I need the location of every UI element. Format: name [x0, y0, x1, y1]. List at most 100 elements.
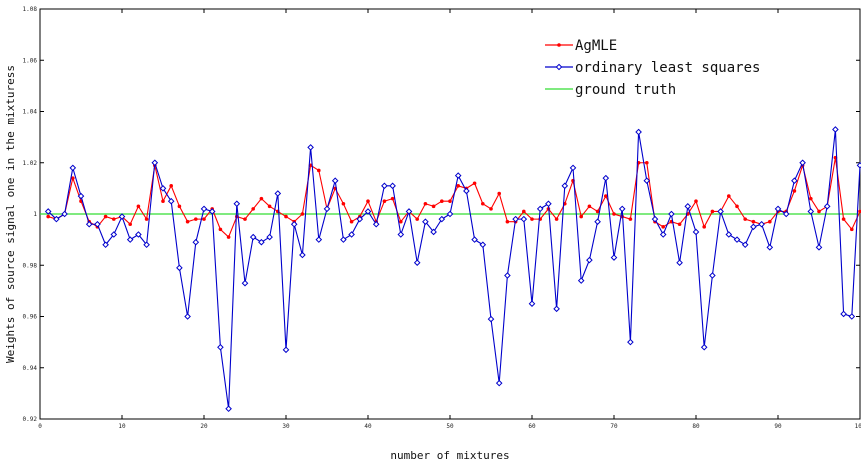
data-point: [587, 204, 592, 209]
data-point: [512, 215, 519, 223]
data-point: [194, 217, 198, 221]
data-point: [259, 196, 264, 201]
data-point: [628, 217, 633, 221]
data-point: [348, 231, 355, 238]
legend-label: ordinary least squares: [575, 60, 760, 76]
data-point: [743, 217, 747, 221]
data-point: [356, 215, 364, 223]
data-point: [530, 217, 534, 221]
data-point: [151, 159, 159, 167]
data-point: [594, 218, 601, 225]
data-point: [290, 220, 298, 228]
data-point: [118, 213, 126, 220]
data-point: [553, 305, 560, 313]
y-tick-label: 0.98: [23, 262, 38, 269]
data-point: [497, 191, 502, 196]
data-point: [858, 209, 861, 214]
series-line: [47, 129, 861, 409]
data-point: [495, 379, 503, 387]
data-point: [184, 313, 191, 320]
data-point: [405, 208, 413, 215]
legend-item: ordinary least squares: [545, 60, 760, 76]
data-point: [128, 222, 132, 227]
data-point: [69, 164, 77, 172]
data-point: [382, 199, 387, 203]
x-axis-ticks: 0 10 20 30 40 50 60 70 80 90 100: [38, 9, 861, 430]
data-point: [323, 205, 331, 213]
data-point: [809, 196, 813, 201]
data-point: [612, 212, 616, 216]
data-point: [823, 203, 831, 210]
data-point: [528, 300, 536, 307]
data-point: [317, 168, 321, 173]
data-point: [579, 214, 583, 219]
data-point: [243, 217, 247, 221]
data-point: [71, 176, 75, 180]
data-point: [456, 184, 461, 188]
data-point: [241, 279, 249, 287]
data-point: [471, 236, 478, 243]
data-point: [144, 217, 149, 221]
data-point: [299, 251, 306, 259]
x-tick-label: 80: [692, 423, 700, 430]
data-point: [77, 192, 85, 200]
data-point: [602, 174, 610, 182]
data-point: [390, 196, 395, 201]
data-point: [185, 219, 190, 224]
data-point: [169, 184, 173, 188]
series-ordinary-least-squares: [44, 126, 861, 413]
x-tick-label: 100: [855, 423, 861, 430]
data-point: [561, 182, 569, 190]
data-point: [167, 197, 175, 205]
data-point: [112, 217, 116, 221]
data-point: [85, 220, 93, 228]
data-point: [595, 209, 600, 214]
data-point: [300, 212, 305, 216]
data-point: [832, 126, 839, 133]
data-point: [768, 219, 772, 224]
data-point: [520, 215, 528, 223]
data-point: [446, 210, 454, 218]
data-point: [430, 228, 437, 236]
data-point: [159, 185, 167, 192]
data-point: [266, 233, 273, 241]
data-point: [463, 187, 470, 195]
data-point: [694, 199, 698, 203]
x-tick-label: 50: [446, 423, 454, 430]
data-point: [226, 235, 231, 239]
y-tick-label: 0.94: [23, 365, 38, 372]
data-point: [774, 205, 782, 213]
data-point: [315, 236, 323, 243]
data-point: [422, 218, 429, 225]
data-point: [53, 215, 60, 223]
data-point: [848, 313, 856, 320]
data-point: [479, 241, 487, 249]
data-point: [258, 238, 265, 246]
data-point: [735, 204, 739, 209]
data-point: [504, 272, 511, 279]
y-tick-label: 0.92: [23, 416, 38, 423]
data-point: [577, 277, 585, 284]
legend-item: AgMLE: [545, 38, 617, 54]
data-point: [725, 231, 733, 238]
data-point: [399, 219, 403, 224]
data-point: [61, 210, 68, 218]
data-point: [282, 346, 290, 354]
data-point: [710, 209, 715, 214]
series-layer: [40, 126, 861, 413]
data-point: [126, 236, 134, 243]
data-point: [218, 227, 223, 232]
data-point: [554, 217, 559, 221]
data-point: [217, 343, 224, 351]
data-point: [635, 128, 642, 136]
data-point: [709, 272, 716, 279]
legend: AgMLE ordinary least squares ground truth: [545, 38, 760, 98]
data-point: [267, 204, 272, 209]
data-point: [161, 199, 165, 203]
data-point: [46, 214, 50, 219]
data-point: [94, 220, 101, 228]
data-point: [750, 223, 757, 231]
data-point: [454, 172, 462, 179]
data-point: [448, 199, 452, 203]
